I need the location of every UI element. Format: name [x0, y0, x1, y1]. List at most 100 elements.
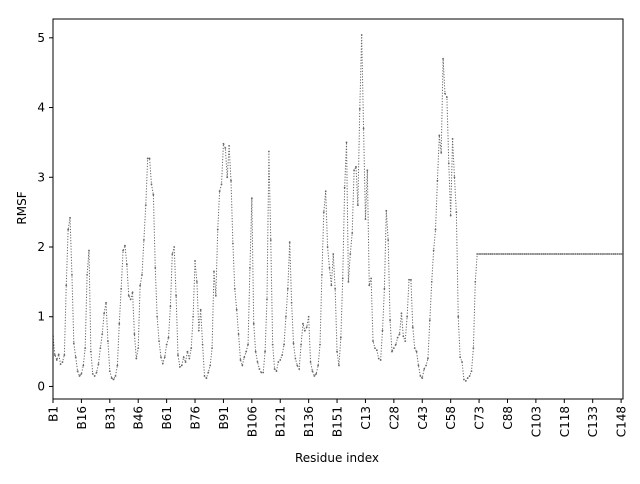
data-point: [510, 253, 513, 255]
data-point: [197, 329, 200, 332]
x-tick-label: B91: [217, 406, 231, 430]
data-point: [540, 253, 543, 255]
data-point: [504, 253, 507, 255]
data-point: [578, 253, 581, 255]
data-point: [381, 329, 384, 332]
data-point: [118, 322, 121, 325]
data-point: [277, 361, 280, 363]
x-tick-label: B1: [47, 406, 61, 422]
data-point: [383, 287, 386, 290]
data-point: [254, 350, 257, 353]
data-point: [563, 253, 566, 255]
data-point: [374, 347, 376, 349]
data-point: [546, 253, 549, 255]
data-point: [300, 343, 302, 346]
data-point: [99, 347, 102, 349]
data-point: [521, 253, 524, 255]
data-point: [347, 280, 350, 283]
data-point: [292, 342, 295, 345]
data-point: [330, 284, 333, 287]
data-point: [171, 253, 174, 255]
data-point: [180, 364, 183, 367]
data-point: [432, 249, 435, 252]
data-point: [91, 373, 94, 375]
data-point: [114, 375, 117, 377]
data-point: [116, 364, 119, 367]
data-point: [423, 368, 426, 370]
data-point: [97, 363, 100, 366]
data-point: [133, 333, 136, 336]
data-point: [55, 359, 58, 361]
data-point: [457, 315, 460, 318]
data-point: [213, 270, 215, 273]
data-point: [620, 253, 623, 255]
data-point: [125, 263, 128, 266]
data-point: [63, 354, 66, 356]
data-point: [249, 267, 251, 269]
data-point: [404, 340, 407, 343]
data-point: [154, 267, 157, 269]
data-point: [161, 362, 164, 365]
data-point: [129, 298, 132, 301]
data-point: [76, 370, 79, 373]
data-point: [512, 253, 515, 255]
data-point: [334, 287, 337, 290]
data-point: [557, 253, 560, 255]
data-point: [93, 375, 96, 377]
data-point: [606, 253, 609, 255]
data-point: [582, 253, 585, 255]
x-tick-label: B151: [331, 406, 345, 437]
data-point: [279, 359, 282, 361]
data-point: [464, 379, 467, 382]
data-point: [105, 301, 107, 304]
x-tick-label: C58: [444, 406, 458, 430]
data-point: [612, 253, 615, 255]
data-point: [214, 294, 217, 297]
data-point: [559, 253, 562, 255]
data-point: [459, 356, 462, 359]
data-point: [599, 253, 602, 255]
data-point: [267, 150, 270, 153]
data-point: [319, 343, 321, 346]
data-point: [440, 151, 443, 154]
data-point: [144, 204, 147, 207]
data-point: [296, 364, 299, 367]
data-point: [107, 340, 109, 343]
data-point: [264, 350, 266, 353]
data-point: [550, 253, 552, 255]
x-tick-label: C148: [615, 406, 629, 437]
data-point: [124, 244, 126, 247]
data-point: [95, 371, 98, 374]
data-point: [169, 305, 172, 308]
x-axis-title: Residue index: [295, 451, 379, 465]
data-point: [451, 138, 454, 140]
data-point: [580, 253, 583, 255]
data-point: [474, 280, 477, 283]
data-point: [74, 356, 77, 359]
data-point: [410, 278, 412, 281]
data-point: [211, 347, 213, 349]
data-point: [239, 359, 242, 361]
data-point: [586, 253, 588, 255]
data-point: [453, 176, 456, 179]
data-point: [120, 287, 123, 290]
data-point: [53, 354, 56, 356]
data-point: [303, 329, 306, 332]
x-tick-label: B76: [189, 406, 203, 430]
data-point: [487, 253, 490, 255]
x-tick-label: B106: [245, 406, 259, 437]
data-point: [377, 357, 380, 360]
data-point: [199, 308, 202, 311]
data-point: [207, 371, 210, 374]
data-point: [455, 211, 458, 214]
data-point: [421, 377, 424, 379]
data-point: [529, 253, 532, 255]
data-point: [584, 253, 587, 255]
data-point: [148, 157, 151, 160]
x-tick-label: C13: [359, 406, 373, 430]
data-point: [167, 336, 170, 339]
data-point: [158, 340, 160, 343]
data-point: [425, 364, 427, 367]
data-point: [69, 216, 71, 219]
